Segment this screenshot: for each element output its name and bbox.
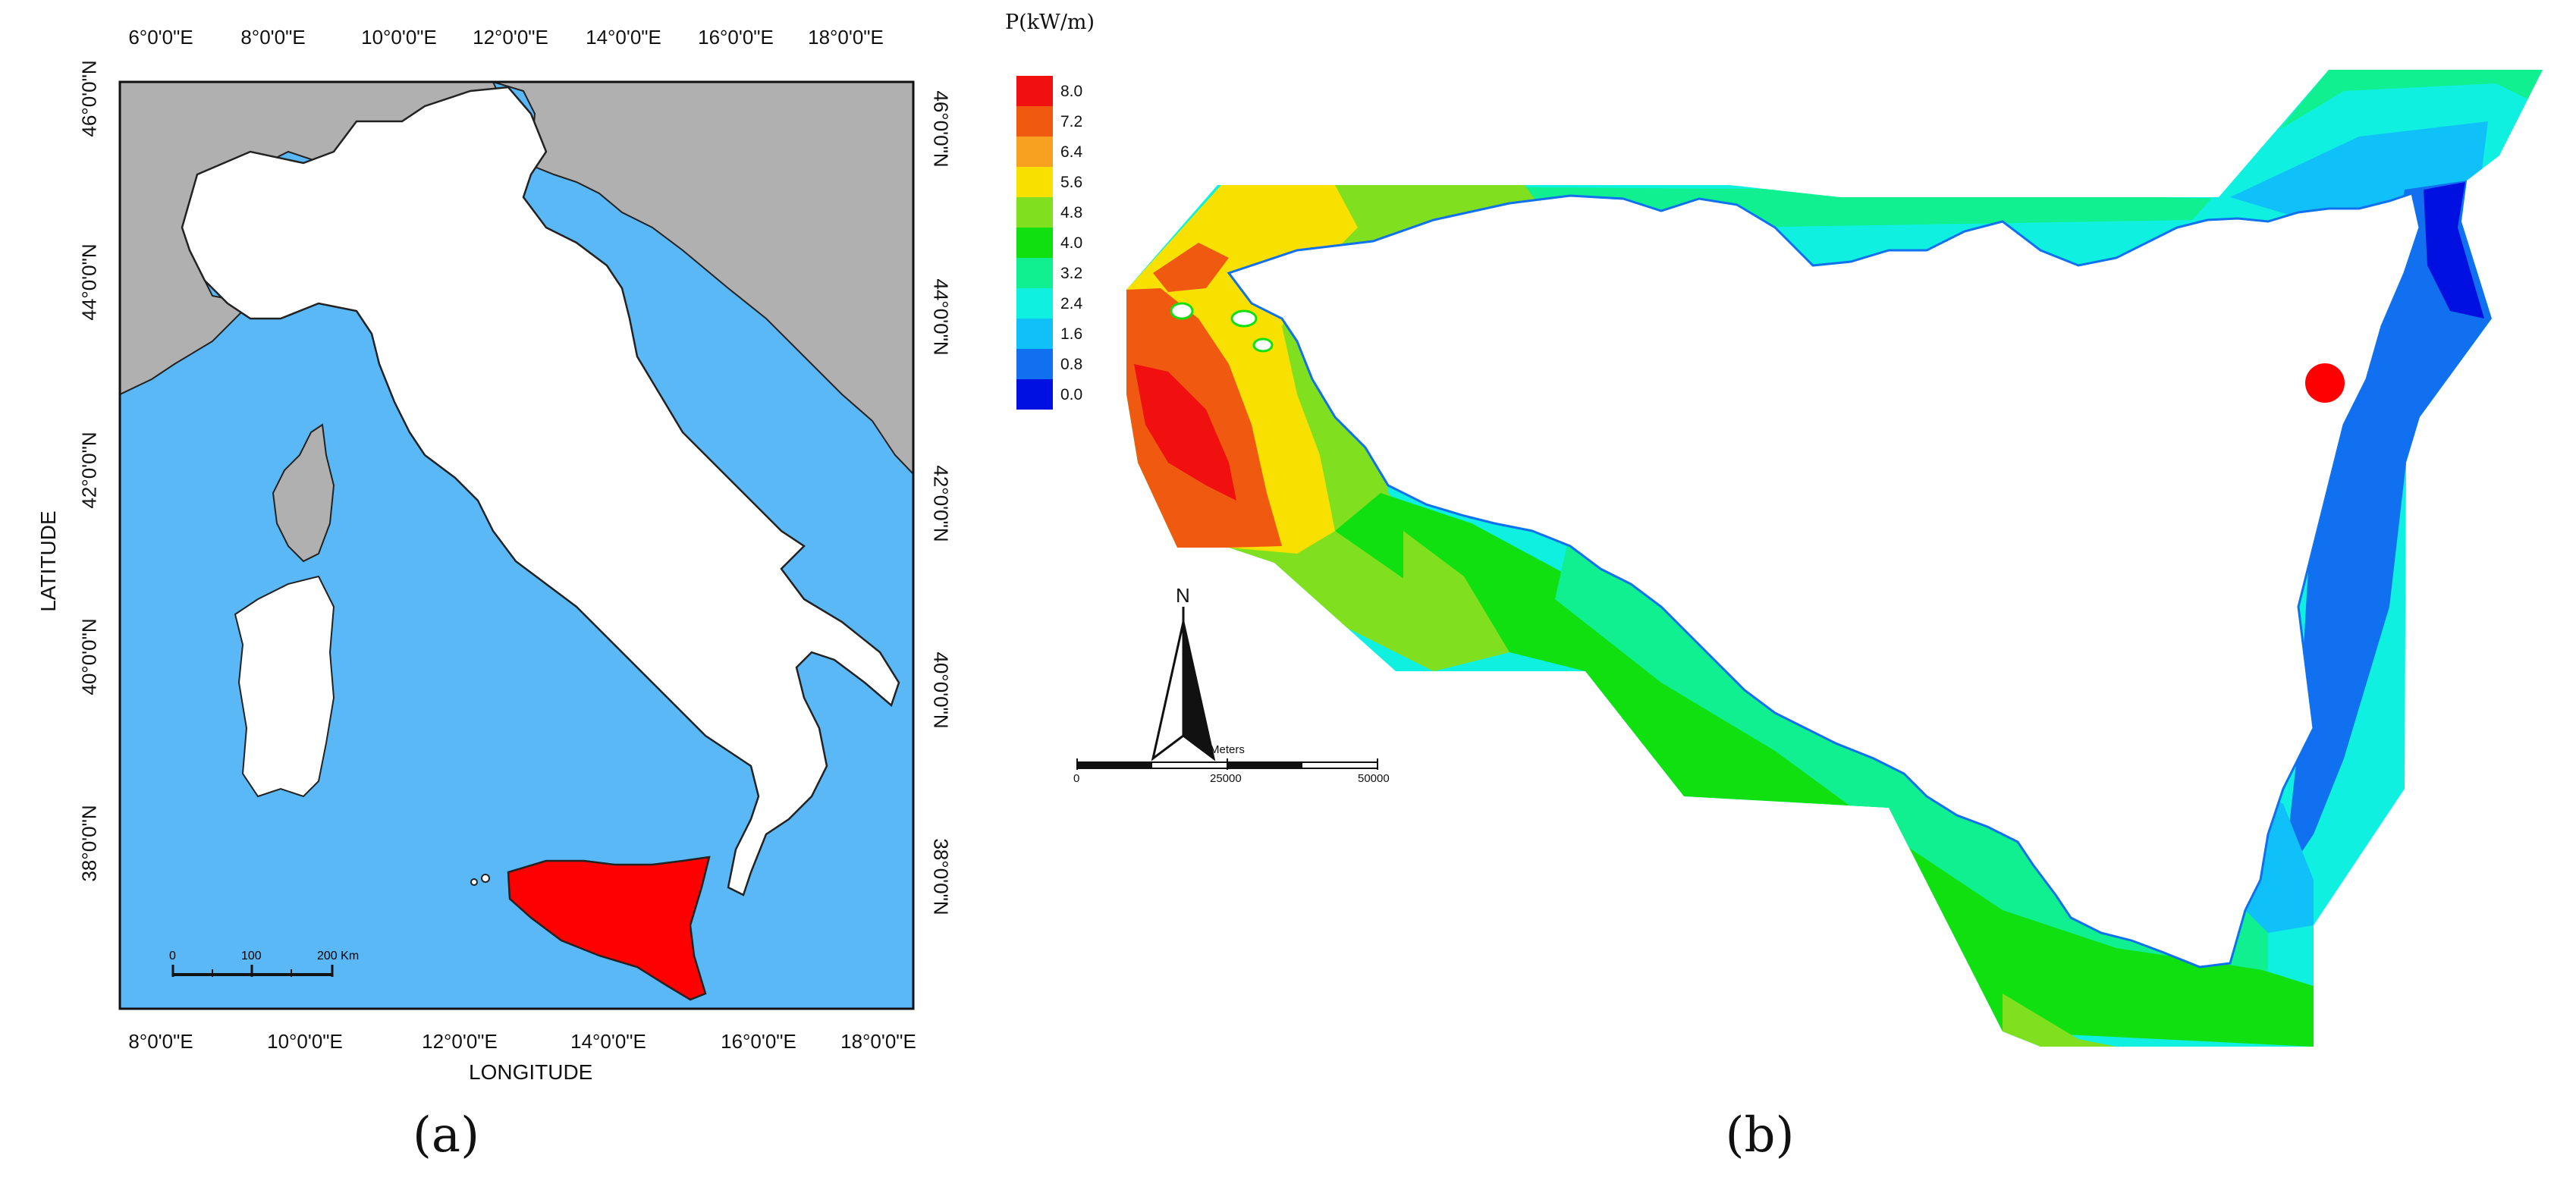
right-tick: 42°0'0"N (929, 465, 953, 542)
left-tick: 38°0'0"N (77, 805, 101, 882)
legend-swatch (1016, 106, 1053, 137)
legend-label: 3.2 (1060, 265, 1083, 282)
left-tick: 42°0'0"N (77, 432, 101, 509)
scale-unit-label: Meters (1210, 743, 1245, 756)
legend-label: 0.0 (1060, 386, 1083, 403)
legend-swatch (1016, 349, 1053, 379)
panel-a-map: 0 100 200 Km 6°0'0"E 8°0'0"E 10°0'0"E 12… (0, 0, 953, 1107)
sicily-highlight (507, 856, 711, 1001)
legend-swatch (1016, 228, 1053, 258)
contour-south-lime-2 (1403, 531, 1509, 671)
left-tick: 44°0'0"N (77, 243, 101, 321)
legend-swatch (1016, 197, 1053, 228)
panel-b-map: P(kW/m) 8.0 7.2 6.4 5.6 4.8 4.0 3.2 2.4 … (979, 0, 2576, 1107)
legend-label: 8.0 (1060, 83, 1083, 100)
scale-label-100: 100 (241, 950, 262, 962)
legend-swatch (1016, 167, 1053, 197)
legend-label: 0.8 (1060, 356, 1083, 373)
top-tick: 18°0'0"E (808, 26, 884, 49)
contour-west-red (1134, 364, 1236, 501)
scale-label-0: 0 (169, 950, 176, 962)
right-tick: 46°0'0"N (929, 90, 953, 168)
right-tick: 40°0'0"N (929, 652, 953, 729)
bottom-tick: 12°0'0"E (422, 1030, 498, 1053)
wave-power-map (1076, 70, 2543, 1047)
legend-swatch (1016, 258, 1053, 288)
legend-label: 7.2 (1060, 113, 1083, 130)
contour-north-cyan (1737, 83, 2543, 273)
egadi-island (1252, 338, 1274, 353)
contour-west-orange-top (1153, 243, 1229, 292)
legend-swatch (1016, 319, 1053, 349)
north-arrow (1151, 607, 1216, 761)
left-tick: 40°0'0"N (77, 618, 101, 695)
legend-label: 2.4 (1060, 295, 1083, 312)
sardinia (234, 575, 335, 798)
right-tick: 38°0'0"N (929, 838, 953, 915)
top-tick: 6°0'0"E (128, 26, 193, 49)
top-tick: 16°0'0"E (698, 26, 774, 49)
sicily-island (1227, 192, 2421, 969)
scale-bar-b (1076, 758, 1378, 770)
contour-south-lime (2003, 994, 2116, 1047)
top-tick: 10°0'0"E (361, 26, 437, 49)
bottom-tick: 16°0'0"E (721, 1030, 796, 1053)
legend: 8.0 7.2 6.4 5.6 4.8 4.0 3.2 2.4 1.6 0.8 … (1016, 76, 1115, 440)
legend-label: 5.6 (1060, 174, 1083, 191)
panel-b-label: (b) (1725, 1107, 1795, 1163)
scale-label-50000: 50000 (1358, 772, 1390, 785)
north-label: N (1176, 584, 1190, 607)
bottom-tick: 8°0'0"E (128, 1030, 193, 1053)
contour-north-sky (2230, 121, 2488, 220)
legend-label: 6.4 (1060, 143, 1083, 161)
top-tick: 12°0'0"E (473, 26, 548, 49)
scale-label-200: 200 Km (317, 950, 360, 962)
legend-label: 4.8 (1060, 204, 1083, 221)
egadi-island (1170, 302, 1194, 320)
contour-east-blue (2283, 181, 2492, 880)
island (481, 874, 490, 883)
scale-bar-a (171, 965, 334, 977)
latitude-axis-title: LATITUDE (36, 510, 60, 612)
bottom-tick: 14°0'0"E (570, 1030, 646, 1053)
map-frame (118, 80, 915, 1010)
longitude-axis-title: LONGITUDE (469, 1060, 593, 1084)
panel-a-label: (a) (412, 1107, 480, 1163)
top-tick: 14°0'0"E (586, 26, 661, 49)
scale-label-25000: 25000 (1210, 772, 1242, 785)
left-tick: 46°0'0"N (77, 60, 101, 137)
legend-swatch (1016, 76, 1053, 106)
egadi-island (1230, 309, 1258, 328)
corsica (272, 423, 335, 563)
top-tick: 8°0'0"E (240, 26, 306, 49)
legend-label: 4.0 (1060, 234, 1083, 252)
legend-swatch (1016, 379, 1053, 410)
right-tick: 44°0'0"N (929, 278, 953, 356)
legend-swatch (1016, 288, 1053, 319)
scale-label-0: 0 (1073, 772, 1080, 785)
contour-east-darkblue (2424, 182, 2484, 319)
site-marker (2305, 363, 2345, 403)
legend-label: 1.6 (1060, 325, 1083, 343)
bottom-tick: 18°0'0"E (840, 1030, 916, 1053)
italy-map (118, 80, 915, 1010)
island (470, 878, 478, 886)
italy-mainland (181, 86, 900, 896)
legend-title: P(kW/m) (1005, 11, 1095, 34)
bottom-tick: 10°0'0"E (267, 1030, 343, 1053)
legend-swatch (1016, 137, 1053, 167)
